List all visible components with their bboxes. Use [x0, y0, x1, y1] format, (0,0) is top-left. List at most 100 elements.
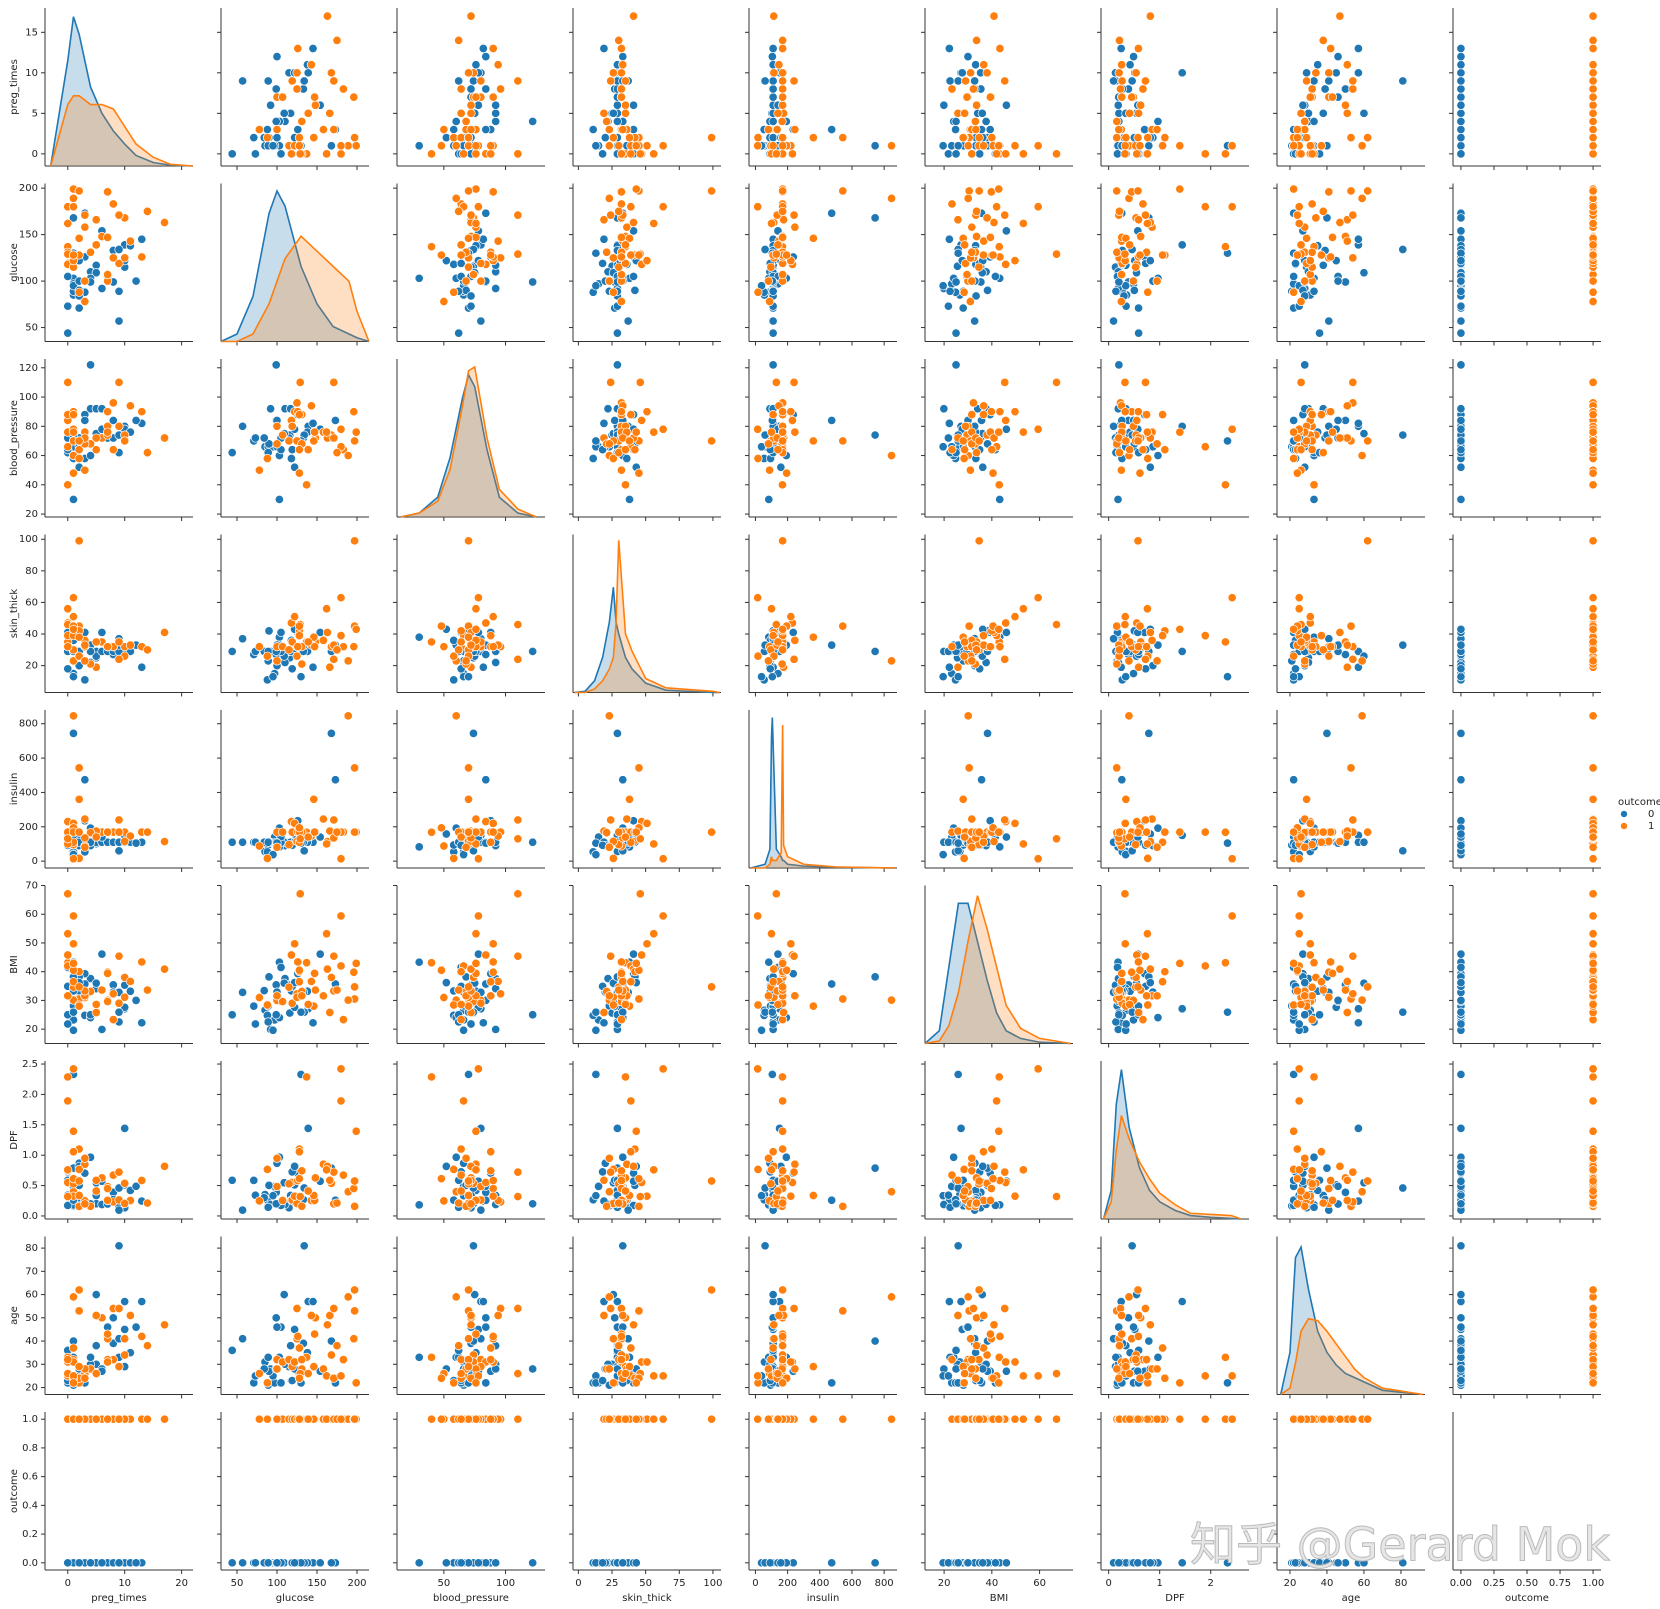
point: [1305, 939, 1315, 949]
point: [528, 1010, 538, 1020]
point: [1222, 436, 1233, 446]
point: [131, 995, 141, 1005]
point: [264, 972, 274, 982]
point: [1588, 612, 1598, 622]
point: [591, 850, 601, 860]
point: [944, 234, 954, 244]
point: [612, 728, 622, 738]
point: [1132, 149, 1142, 159]
point: [606, 1167, 616, 1177]
point: [1348, 377, 1358, 387]
point: [608, 133, 618, 143]
point: [620, 240, 631, 250]
panel: [745, 359, 897, 521]
point: [777, 116, 787, 126]
point: [528, 837, 538, 847]
point: [616, 407, 626, 417]
point: [1456, 124, 1466, 135]
point: [1133, 642, 1143, 652]
point: [989, 837, 999, 847]
point: [466, 108, 476, 118]
point: [1315, 328, 1325, 338]
kde-area: [50, 16, 193, 167]
panel: [1273, 8, 1425, 170]
point: [1456, 624, 1466, 634]
point: [471, 218, 481, 229]
point: [649, 839, 659, 849]
point: [1121, 672, 1131, 682]
point: [322, 1165, 332, 1175]
point: [486, 141, 496, 151]
point: [604, 193, 614, 203]
point: [778, 133, 788, 143]
point: [350, 827, 360, 837]
point: [463, 672, 474, 682]
point: [1152, 276, 1162, 286]
point: [778, 232, 788, 242]
point: [1300, 656, 1310, 666]
point: [960, 445, 970, 455]
point: [463, 1069, 474, 1079]
point: [1160, 133, 1170, 143]
point: [1200, 202, 1210, 212]
point: [488, 1191, 498, 1201]
point: [1175, 958, 1185, 968]
point: [68, 672, 79, 682]
point: [1134, 108, 1144, 118]
point: [1363, 186, 1373, 196]
point: [466, 84, 476, 94]
point: [80, 842, 90, 852]
point: [1117, 76, 1127, 86]
point: [1296, 832, 1306, 842]
point: [496, 84, 506, 94]
point: [1135, 621, 1145, 631]
point: [1127, 967, 1137, 977]
point: [451, 141, 461, 151]
point: [1220, 149, 1230, 159]
point: [1309, 480, 1319, 490]
point: [80, 656, 90, 666]
panel: [220, 183, 370, 346]
point: [1001, 149, 1011, 159]
point: [962, 92, 972, 102]
point: [471, 1165, 481, 1175]
point: [985, 92, 995, 102]
point: [790, 991, 800, 1001]
point: [616, 957, 626, 967]
point: [591, 436, 601, 446]
point: [970, 316, 980, 326]
point: [238, 421, 248, 431]
point: [951, 149, 961, 159]
point: [1177, 646, 1187, 656]
point: [326, 728, 336, 738]
point: [1142, 149, 1152, 159]
point: [953, 662, 963, 672]
point: [488, 187, 498, 197]
point: [1200, 442, 1210, 452]
point: [114, 244, 124, 255]
point: [773, 445, 783, 455]
point: [1318, 645, 1328, 655]
point: [778, 645, 788, 655]
panel: [1097, 710, 1249, 872]
point: [768, 84, 778, 94]
point: [987, 445, 997, 455]
point: [322, 627, 332, 638]
point: [982, 285, 993, 295]
point: [63, 1165, 73, 1175]
y-tick-label: 120: [19, 363, 38, 374]
point: [626, 250, 636, 260]
point: [1300, 991, 1310, 1001]
point: [1456, 462, 1466, 472]
point: [838, 621, 848, 631]
point: [782, 250, 792, 260]
point: [637, 415, 647, 425]
point: [606, 76, 616, 86]
point: [294, 141, 304, 151]
point: [1117, 270, 1127, 280]
point: [1033, 141, 1043, 151]
point: [1294, 218, 1304, 229]
point: [1120, 620, 1130, 630]
point: [227, 646, 237, 656]
point: [1294, 854, 1304, 864]
